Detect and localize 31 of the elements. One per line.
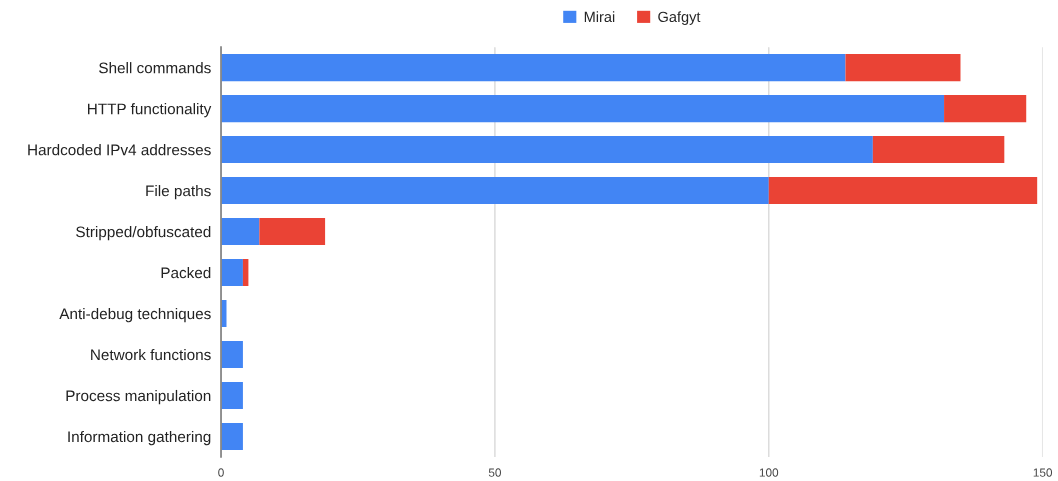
y-tick-label: Hardcoded IPv4 addresses (28, 144, 211, 156)
x-tick-label: 150 (1033, 468, 1053, 477)
x-tick-label: 100 (759, 468, 779, 477)
y-tick-label: HTTP functionality (88, 103, 212, 118)
y-tick-label: Network functions (91, 348, 211, 361)
bar (768, 177, 1038, 205)
y-tick-label: File paths (146, 185, 211, 200)
bar (221, 95, 945, 123)
bar (221, 259, 243, 287)
y-tick-label: Packed (161, 267, 211, 279)
x-tick-label: 0 (218, 468, 224, 477)
y-tick-label: Process manipulation (66, 389, 211, 405)
bar (221, 177, 769, 205)
y-tick-label: Anti-debug techniques (59, 307, 211, 323)
bar (221, 136, 873, 164)
bar (221, 218, 260, 246)
bar (221, 340, 243, 369)
x-tick-label: 50 (488, 468, 501, 477)
bar (845, 54, 961, 82)
bar (221, 381, 243, 409)
bar (242, 259, 249, 287)
bar (872, 136, 1005, 164)
y-tick-label: Information gathering (68, 430, 211, 446)
y-tick-label: Shell commands (99, 62, 211, 74)
bar (944, 95, 1027, 123)
bar (221, 422, 243, 450)
y-tick-label: Stripped/obfuscated (76, 226, 211, 241)
bar (259, 218, 326, 246)
bar (221, 54, 846, 82)
legend-label: Mirai (584, 11, 615, 23)
legend-label: Gafgyt (658, 11, 701, 25)
